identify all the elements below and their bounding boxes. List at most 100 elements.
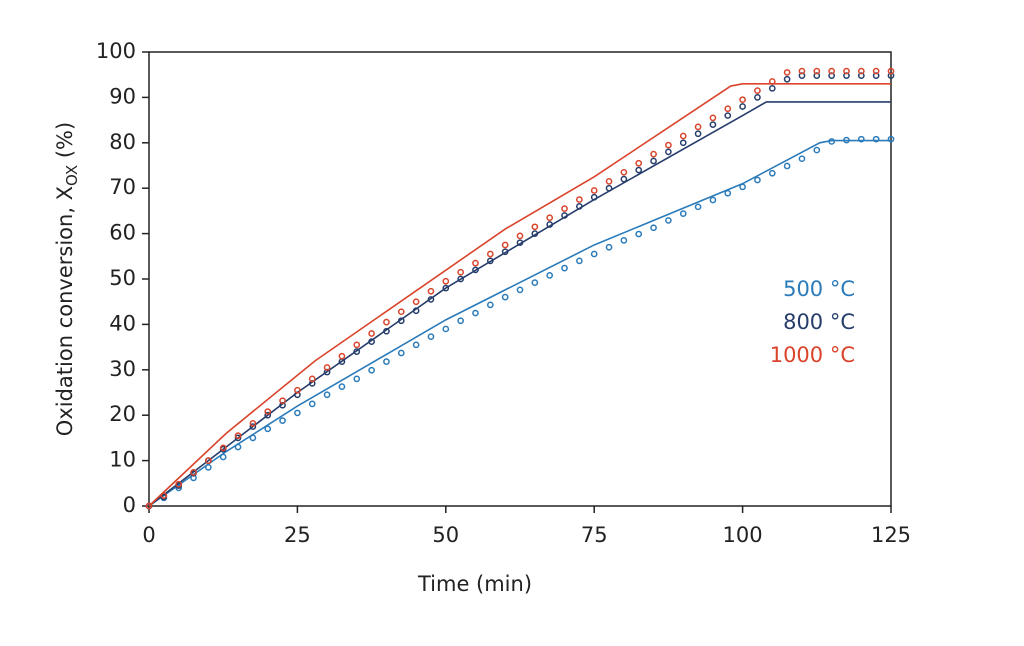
data-point: [783, 162, 791, 170]
data-point: [605, 243, 613, 251]
data-point: [279, 397, 286, 405]
data-point: [501, 293, 509, 301]
data-point: [620, 237, 628, 244]
x-tick-label: 25: [284, 523, 311, 547]
data-point: [308, 375, 316, 383]
y-tick-label: 90: [109, 84, 136, 108]
data-point: [397, 317, 405, 325]
data-point: [665, 217, 672, 224]
data-point: [709, 114, 717, 122]
data-point: [219, 453, 227, 461]
data-point: [383, 327, 390, 335]
data-point: [768, 78, 776, 85]
data-point: [650, 224, 657, 232]
x-tick-label: 125: [871, 523, 911, 547]
data-point: [338, 383, 346, 390]
data-point: [516, 286, 524, 294]
data-point: [694, 130, 702, 138]
y-axis-label-sub: OX: [63, 165, 81, 186]
data-point: [605, 184, 613, 192]
x-tick-label: 75: [581, 523, 608, 547]
data-point: [353, 375, 361, 383]
y-tick-label: 60: [109, 221, 136, 245]
data-point: [427, 333, 435, 341]
data-point: [635, 159, 643, 167]
data-point: [397, 349, 405, 357]
y-tick-label: 100: [96, 39, 136, 63]
data-point: [694, 203, 702, 211]
data-point: [531, 230, 539, 237]
data-point: [442, 284, 450, 292]
data-point: [739, 183, 746, 191]
y-axis-label: Oxidation conversion, XOX (%): [53, 122, 81, 436]
data-point: [783, 69, 791, 76]
data-point: [872, 135, 880, 143]
data-point: [412, 298, 420, 306]
data-point: [754, 87, 761, 94]
data-point: [546, 272, 554, 279]
data-point: [264, 408, 272, 415]
x-tick-label: 50: [432, 523, 459, 547]
data-point: [887, 135, 895, 143]
data-point: [249, 423, 257, 430]
data-point: [219, 444, 227, 452]
data-point: [427, 287, 435, 295]
data-point: [279, 417, 286, 424]
data-point: [501, 248, 509, 256]
y-axis-label-main: Oxidation conversion, X: [53, 186, 77, 436]
data-point: [590, 187, 598, 194]
data-point: [576, 257, 583, 265]
data-point: [590, 193, 598, 201]
data-point: [308, 400, 316, 408]
data-point: [234, 432, 242, 439]
y-tick-label: 0: [123, 493, 136, 517]
data-point: [828, 138, 835, 145]
y-tick-label: 80: [109, 130, 136, 154]
data-point: [857, 67, 865, 75]
data-point: [353, 341, 361, 349]
data-point: [887, 67, 895, 75]
y-tick-label: 70: [109, 175, 136, 199]
data-point: [531, 279, 539, 286]
data-point: [828, 67, 835, 75]
data-point: [650, 150, 657, 158]
data-point: [724, 105, 732, 113]
data-point: [798, 155, 806, 163]
data-point: [368, 366, 375, 374]
data-point: [516, 239, 524, 247]
data-point: [650, 157, 657, 165]
plot-frame: [148, 51, 892, 507]
data-point: [338, 352, 346, 360]
data-point: [383, 358, 390, 365]
data-point: [872, 67, 880, 75]
data-point: [368, 338, 375, 346]
data-point: [783, 75, 791, 83]
data-point: [605, 178, 613, 185]
legend-label: 800 °C: [783, 310, 855, 334]
data-point: [768, 169, 776, 177]
data-point: [665, 148, 672, 156]
data-point: [843, 67, 850, 75]
legend-label: 1000 °C: [770, 343, 855, 367]
data-point: [516, 232, 524, 240]
data-point: [353, 348, 361, 355]
data-point: [576, 196, 583, 203]
data-point: [576, 203, 583, 210]
data-point: [397, 308, 405, 316]
model-line: [148, 139, 891, 507]
data-point: [679, 210, 687, 217]
data-point: [249, 420, 257, 427]
data-point: [249, 434, 257, 442]
data-point: [679, 132, 687, 140]
data-point: [175, 480, 183, 488]
data-point: [472, 309, 479, 317]
y-axis-label-suffix: (%): [53, 122, 77, 165]
data-point: [234, 443, 242, 451]
data-point: [190, 469, 197, 476]
data-point: [679, 139, 687, 147]
data-point: [205, 464, 212, 471]
data-point: [620, 175, 628, 183]
data-point: [709, 196, 717, 204]
data-point: [323, 364, 331, 371]
data-point: [754, 94, 761, 101]
